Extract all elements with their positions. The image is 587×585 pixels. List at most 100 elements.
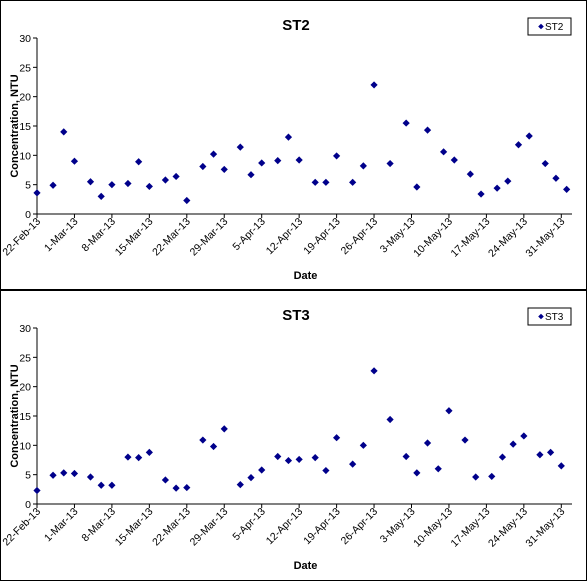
data-point: [161, 476, 169, 484]
y-tick-label: 20: [19, 92, 31, 104]
data-point: [145, 182, 153, 191]
data-point: [466, 170, 474, 178]
legend-box: [527, 307, 572, 326]
data-point: [60, 128, 68, 136]
legend-label: ST2: [545, 22, 564, 33]
x-tick-label: 22-Feb-13: [1, 506, 43, 549]
data-point: [108, 481, 116, 489]
y-tick-label: 5: [25, 180, 31, 192]
data-point: [97, 481, 105, 489]
x-tick-label: 22-Feb-13: [1, 216, 43, 259]
x-tick-label: 29-Mar-13: [188, 216, 231, 259]
data-point: [49, 471, 57, 479]
x-tick-label: 19-Apr-13: [301, 216, 343, 258]
data-point: [236, 143, 244, 151]
y-axis-title: Concentration, NTU: [9, 74, 21, 177]
x-tick-label: 26-Apr-13: [339, 506, 381, 548]
y-tick-label: 30: [19, 33, 31, 45]
data-point: [322, 178, 330, 186]
data-point: [220, 165, 228, 174]
data-point: [311, 454, 319, 462]
data-point: [209, 150, 218, 158]
data-point: [236, 481, 244, 489]
x-tick-label: 5-Apr-13: [230, 506, 267, 543]
data-point: [423, 126, 432, 134]
data-point: [386, 415, 394, 424]
x-tick-label: 31-May-13: [523, 506, 567, 550]
chart-panel-st2: ST2 0 5 10 15 20 25 30 22-Feb-13 1-Mar-13 8-Mar-13…: [0, 0, 587, 290]
legend-marker: [538, 23, 544, 30]
data-point: [498, 453, 507, 461]
data-point: [258, 159, 266, 167]
data-point: [359, 441, 367, 449]
data-point: [284, 133, 293, 141]
data-point: [33, 486, 41, 495]
chart-panel-st3: ST3 0 5 10 15 20 25 30 22-Feb-13 1-Mar-13 8-Mar-13…: [0, 290, 587, 581]
chart-title: ST3: [282, 307, 310, 324]
data-point: [172, 484, 180, 492]
data-point: [547, 448, 555, 456]
data-point: [333, 152, 341, 160]
data-point: [434, 465, 442, 473]
x-tick-label: 17-May-13: [449, 216, 493, 260]
y-tick-label: 25: [19, 352, 31, 364]
data-point: [359, 162, 367, 170]
data-point: [274, 452, 282, 461]
data-point: [70, 469, 79, 478]
y-tick-label: 0: [25, 209, 31, 221]
data-point: [209, 442, 218, 451]
chart-st2: ST2 0 5 10 15 20 25 30 22-Feb-131-Mar-138-Mar-13…: [0, 17, 572, 282]
x-tick-label: 8-Mar-13: [79, 506, 118, 545]
data-point: [311, 178, 319, 186]
legend-box: [527, 17, 572, 36]
data-point: [509, 440, 517, 448]
data-point: [135, 454, 143, 462]
y-axis-title: Concentration, NTU: [9, 364, 21, 467]
data-point: [541, 159, 549, 168]
x-tick-label: 10-May-13: [411, 506, 455, 550]
data-point: [461, 436, 469, 444]
data-point: [514, 141, 523, 149]
data-point: [274, 157, 282, 165]
x-tick-label: 5-Apr-13: [230, 216, 267, 253]
chart-st3: ST3 0 5 10 15 20 25 30 22-Feb-131-Mar-138-Mar-13…: [0, 307, 572, 572]
x-axis-title: Date: [294, 270, 318, 282]
x-tick-label: 29-Mar-13: [188, 506, 231, 549]
data-point: [402, 119, 410, 127]
data-point: [124, 179, 132, 188]
chart-title: ST2: [282, 17, 310, 34]
data-point: [504, 177, 512, 185]
data-point: [525, 132, 533, 140]
y-tick-label: 20: [19, 382, 31, 394]
data-point: [402, 452, 410, 461]
x-tick-label: 10-May-13: [411, 216, 455, 260]
y-tick-label: 10: [19, 150, 31, 162]
x-axis-title: Date: [294, 560, 318, 572]
data-point: [145, 448, 153, 456]
data-point: [472, 473, 480, 481]
data-point: [49, 181, 57, 189]
data-point: [520, 432, 528, 440]
y-tick-label: 5: [25, 470, 31, 482]
y-tick-label: 15: [19, 411, 31, 423]
data-point: [440, 148, 448, 156]
data-point: [295, 156, 303, 164]
data-point: [70, 157, 79, 165]
data-point: [333, 434, 341, 442]
legend-label: ST3: [545, 312, 564, 323]
data-point: [183, 483, 191, 492]
data-point: [488, 472, 496, 481]
x-tick-label: 12-Apr-13: [264, 506, 306, 548]
data-point: [552, 174, 560, 182]
data-point: [199, 162, 207, 171]
y-tick-label: 10: [19, 440, 31, 452]
x-tick-label: 19-Apr-13: [301, 506, 343, 548]
x-tick-label: 24-May-13: [486, 506, 530, 550]
y-tick-label: 15: [19, 121, 31, 133]
x-tick-label: 12-Apr-13: [264, 216, 306, 258]
x-tick-label: 22-Mar-13: [150, 506, 193, 549]
data-point: [557, 462, 565, 470]
data-point: [199, 436, 207, 444]
data-point: [413, 183, 421, 191]
data-point: [445, 407, 453, 415]
